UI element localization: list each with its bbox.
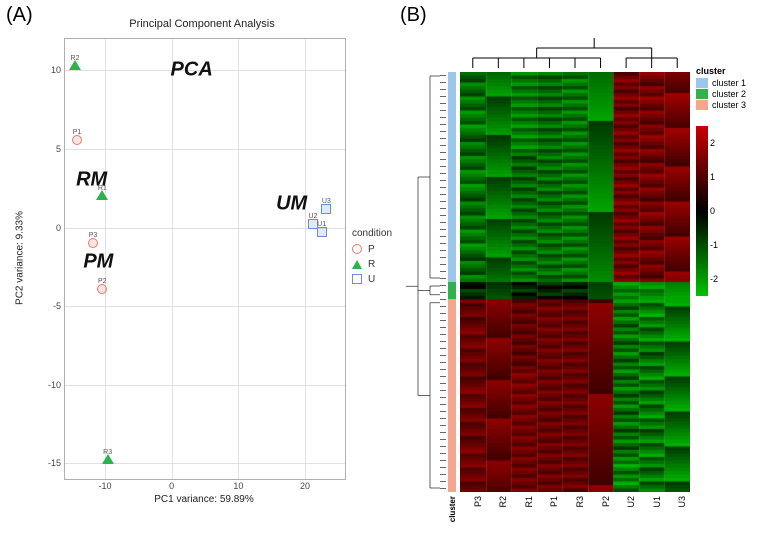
- heatmap-scale-tick: -1: [710, 240, 718, 250]
- heatmap-scale-tick: 1: [710, 172, 715, 182]
- heatmap-col-dendrogram: [460, 36, 690, 68]
- pca-xtick: -10: [98, 481, 111, 491]
- heatmap-cluster-bar-label: cluster: [448, 496, 457, 522]
- pca-point-label: U1: [317, 221, 326, 228]
- pca-point-label: P1: [73, 128, 82, 135]
- heatmap-col-label: P3: [473, 496, 483, 507]
- heatmap-panel: cluster P3 R2 R1 P1 R3 P2 U2 U1 U3 cluster clust…: [400, 36, 750, 526]
- pca-ytick: -5: [53, 301, 61, 311]
- heatmap-cluster-legend-title: cluster: [696, 66, 746, 76]
- heatmap-colorbar: [696, 126, 708, 296]
- pca-ytick: -10: [48, 380, 61, 390]
- pca-annotation: RM: [76, 169, 107, 192]
- heatmap-cluster-legend-item: cluster 1: [696, 78, 746, 88]
- pca-annotation: PM: [83, 251, 113, 274]
- pca-ytick: -15: [48, 458, 61, 468]
- heatmap-col-label: U2: [626, 496, 636, 508]
- pca-xtick: 10: [233, 481, 243, 491]
- heatmap-scale-tick: 0: [710, 206, 715, 216]
- heatmap-cluster-legend: cluster cluster 1cluster 2cluster 3: [696, 66, 746, 111]
- pca-ytick: 10: [51, 65, 61, 75]
- heatmap-cluster-seg: [448, 72, 456, 282]
- panel-label-b: (B): [400, 4, 427, 27]
- pca-point: [317, 227, 327, 237]
- pca-annotation: PCA: [171, 59, 213, 82]
- pca-point-label: U2: [309, 213, 318, 220]
- pca-point-label: P2: [98, 278, 107, 285]
- pca-point: [97, 284, 107, 294]
- heatmap-scale-tick: -2: [710, 274, 718, 284]
- pca-ytick: 0: [56, 223, 61, 233]
- heatmap-row-cluster-bar: [448, 72, 456, 492]
- pca-ytick: 5: [56, 144, 61, 154]
- heatmap-col-label: U3: [677, 496, 687, 508]
- pca-panel: Principal Component Analysis -10 0 10 20 -15…: [12, 18, 392, 518]
- pca-legend: condition PRU: [352, 228, 392, 288]
- pca-point-label: U3: [322, 198, 331, 205]
- pca-legend-item: R: [352, 258, 392, 270]
- heatmap-cluster-legend-item: cluster 3: [696, 100, 746, 110]
- pca-point: [72, 135, 82, 145]
- pca-xlabel: PC1 variance: 59.89%: [64, 494, 344, 505]
- heatmap-col-label: R2: [498, 496, 508, 508]
- pca-annotation: UM: [276, 193, 307, 216]
- heatmap-cluster-legend-item: cluster 2: [696, 89, 746, 99]
- pca-title: Principal Component Analysis: [12, 18, 392, 30]
- pca-legend-item: P: [352, 243, 392, 255]
- pca-point: [88, 238, 98, 248]
- pca-point-label: R2: [71, 55, 80, 62]
- pca-point-label: R3: [103, 449, 112, 456]
- pca-xtick: 20: [300, 481, 310, 491]
- pca-point: [321, 204, 331, 214]
- heatmap-scale-tick: 2: [710, 138, 715, 148]
- pca-point-label: P3: [89, 232, 98, 239]
- pca-ylabel: PC2 variance: 9.33%: [15, 211, 26, 305]
- heatmap-body: [460, 72, 690, 492]
- heatmap-col-label: R1: [524, 496, 534, 508]
- pca-xtick: 0: [169, 481, 174, 491]
- pca-legend-item: U: [352, 273, 392, 285]
- pca-plot-area: -1001020-15-10-50510R2P1R1P3P2R3U3U2U1PC…: [64, 38, 346, 480]
- heatmap-canvas: [460, 72, 690, 492]
- heatmap-col-label: R3: [575, 496, 585, 508]
- heatmap-row-dendrogram: [400, 72, 446, 492]
- heatmap-cluster-seg: [448, 282, 456, 299]
- heatmap-col-label: P1: [549, 496, 559, 507]
- pca-legend-title: condition: [352, 228, 392, 239]
- heatmap-col-label: U1: [652, 496, 662, 508]
- figure-root: (A) (B) Principal Component Analysis -10…: [0, 0, 760, 540]
- heatmap-cluster-seg: [448, 299, 456, 492]
- heatmap-col-label: P2: [601, 496, 611, 507]
